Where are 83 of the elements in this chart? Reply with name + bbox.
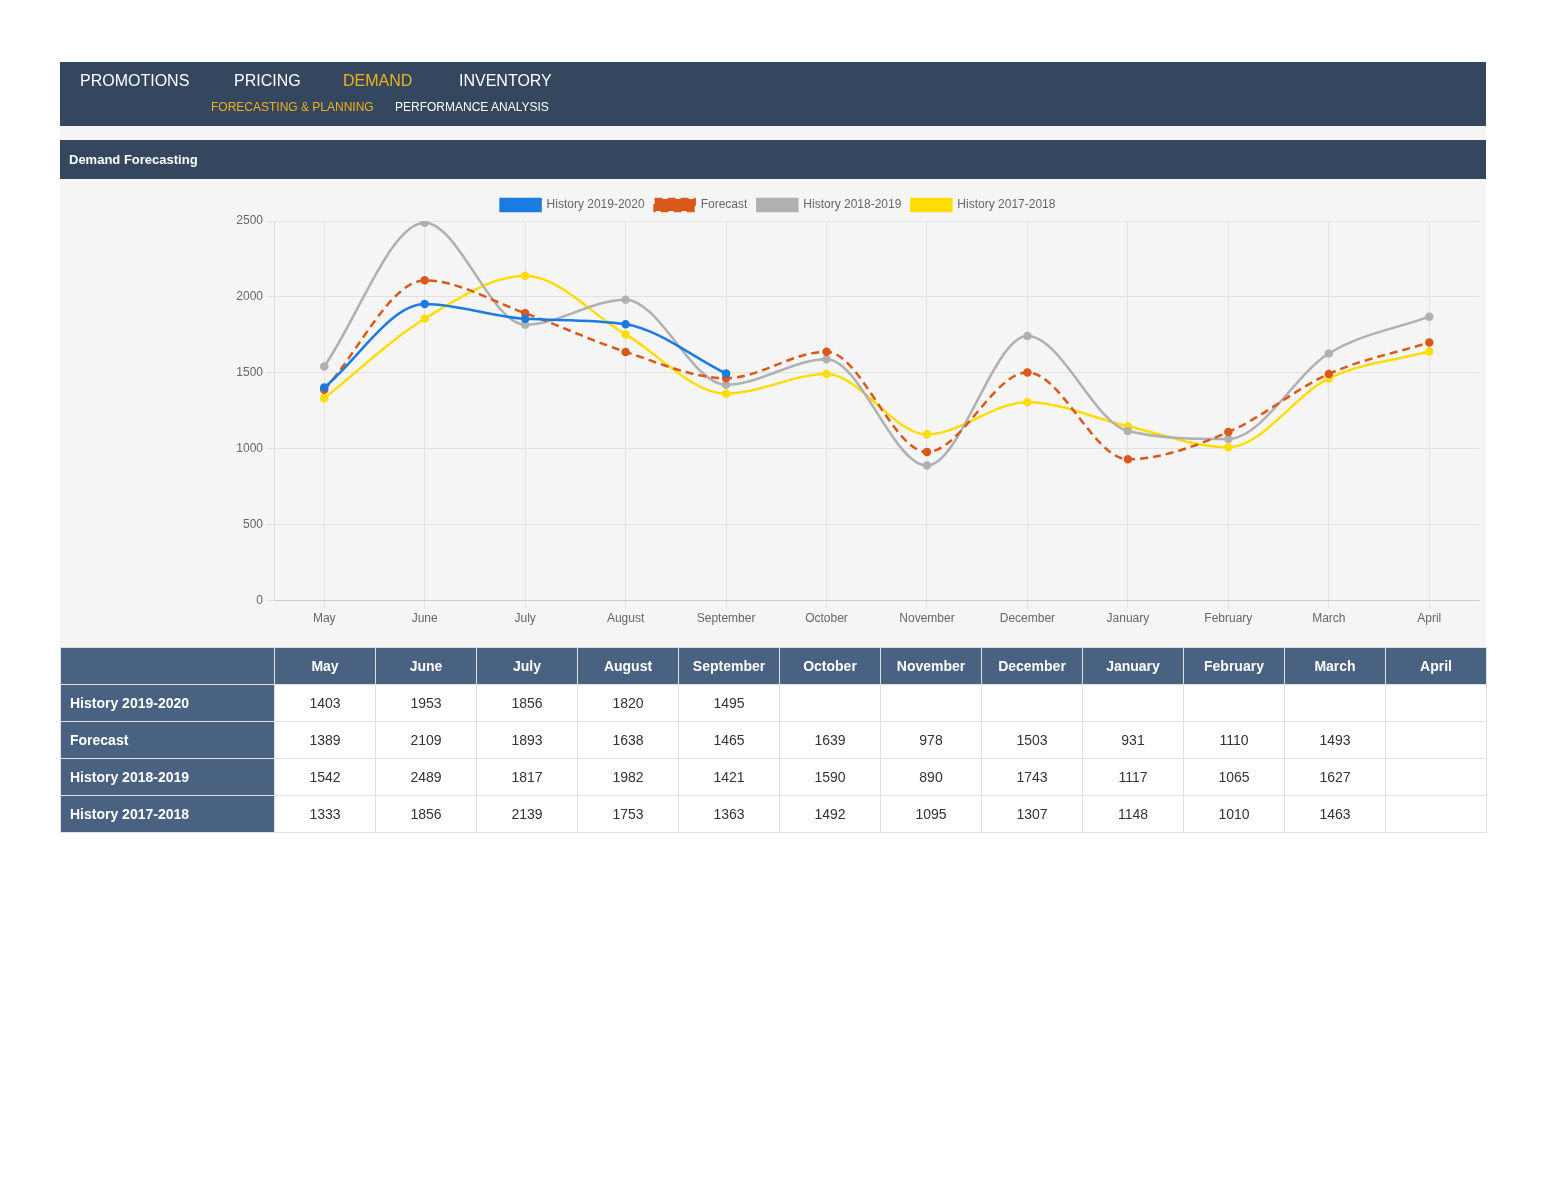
data-label: 1590	[779, 758, 881, 796]
data-label: 1817	[476, 758, 578, 796]
legend-label: History 2019-2020	[546, 197, 645, 212]
data-label: 978	[880, 721, 982, 759]
text: INVENTORY	[459, 72, 552, 90]
data-label: 1893	[476, 721, 578, 759]
y-tick-label: 1000	[236, 441, 264, 456]
data-label: 1465	[678, 721, 780, 759]
data-label: 1856	[375, 795, 477, 833]
legend-label: History 2018-2019	[803, 197, 902, 212]
data-label: 1307	[981, 795, 1083, 833]
x-tick-label: January	[1106, 611, 1150, 626]
data-label: 1627	[1284, 758, 1386, 796]
data-label: 1148	[1082, 795, 1184, 833]
data-label: 1010	[1183, 795, 1285, 833]
category-label: June	[409, 658, 443, 674]
text: History 2017-2018	[70, 806, 190, 822]
category-label: March	[1314, 658, 1356, 674]
category-label: August	[603, 658, 653, 674]
data-label: 1117	[1082, 758, 1184, 796]
category-label: May	[311, 658, 339, 674]
x-tick-label: September	[696, 611, 756, 626]
data-label: 1065	[1183, 758, 1285, 796]
data-label: 1421	[678, 758, 780, 796]
x-tick-label: July	[514, 611, 536, 626]
data-label: 1389	[274, 721, 376, 759]
data-label: 1463	[1284, 795, 1386, 833]
data-label: 1856	[476, 684, 578, 722]
data-label: 1753	[577, 795, 679, 833]
y-tick-label: 0	[256, 592, 264, 607]
data-label: 1820	[577, 684, 679, 722]
x-tick-label: June	[411, 611, 439, 626]
category-label: February	[1204, 658, 1264, 674]
category-label: September	[692, 658, 766, 674]
text: PERFORMANCE ANALYSIS	[395, 100, 549, 114]
x-tick-label: May	[312, 611, 336, 626]
x-tick-label: February	[1204, 611, 1253, 626]
x-tick-label: December	[999, 611, 1056, 626]
data-label: 1639	[779, 721, 881, 759]
data-label: 1638	[577, 721, 679, 759]
data-label: 1363	[678, 795, 780, 833]
text: FORECASTING & PLANNING	[211, 100, 374, 114]
x-tick-label: April	[1417, 611, 1442, 626]
x-tick-label: November	[899, 611, 955, 626]
category-label: July	[512, 658, 541, 674]
text: Demand Forecasting	[60, 140, 1486, 179]
y-tick-label: 500	[242, 516, 264, 531]
data-label: 931	[1082, 721, 1184, 759]
category-label: January	[1106, 658, 1160, 674]
category-label: April	[1420, 658, 1452, 674]
data-label: 1492	[779, 795, 881, 833]
text: DEMAND	[343, 72, 413, 90]
data-label: 1953	[375, 684, 477, 722]
y-tick-label: 2500	[236, 213, 264, 228]
data-label: 1503	[981, 721, 1083, 759]
data-label: 2139	[476, 795, 578, 833]
data-label: 1495	[678, 684, 780, 722]
y-tick-label: 1500	[236, 365, 264, 380]
data-label: 2489	[375, 758, 477, 796]
category-label: November	[896, 658, 966, 674]
data-label: 890	[880, 758, 982, 796]
legend-label: History 2017-2018	[957, 197, 1056, 212]
data-label: 1403	[274, 684, 376, 722]
legend-label: Forecast	[700, 197, 748, 212]
x-tick-label: August	[606, 611, 645, 626]
text: PROMOTIONS	[80, 72, 190, 90]
text: PRICING	[234, 72, 301, 90]
y-tick-label: 2000	[236, 289, 264, 304]
data-label: 1982	[577, 758, 679, 796]
data-label: 1493	[1284, 721, 1386, 759]
data-label: 1095	[880, 795, 982, 833]
category-label: December	[998, 658, 1066, 674]
x-tick-label: October	[805, 611, 848, 626]
x-tick-label: March	[1312, 611, 1346, 626]
data-label: 1110	[1183, 721, 1285, 759]
text: Forecast	[70, 732, 129, 748]
data-label: 1743	[981, 758, 1083, 796]
text: History 2018-2019	[70, 769, 190, 785]
text: History 2019-2020	[70, 695, 190, 711]
data-label: 2109	[375, 721, 477, 759]
data-label: 1542	[274, 758, 376, 796]
data-label: 1333	[274, 795, 376, 833]
category-label: October	[803, 658, 857, 674]
